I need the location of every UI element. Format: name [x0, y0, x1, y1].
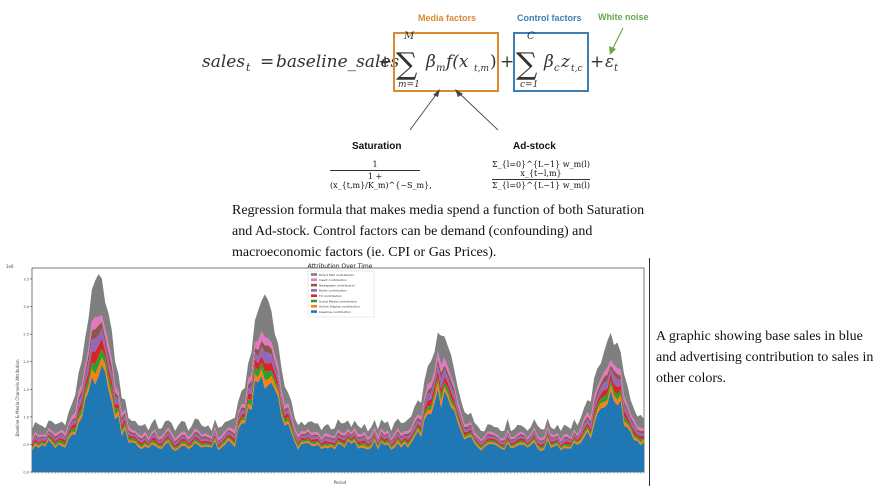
control-beta: β: [543, 52, 554, 72]
formula-arrows: [409, 89, 499, 131]
white-noise-arrow-icon: [609, 27, 624, 55]
control-factors-box: [513, 32, 589, 92]
media-sum-bottom: m=1: [398, 80, 420, 90]
chart-ytick-label: 1.0: [23, 415, 29, 419]
legend-swatch: [311, 305, 317, 308]
legend-swatch: [311, 299, 317, 303]
adstock-denominator: Σ_{l=0}^{L−1} w_m(l): [492, 181, 590, 190]
saturation-numerator: 1: [372, 160, 378, 169]
media-sum-top: M: [403, 31, 415, 42]
media-factors-box: [393, 32, 499, 92]
chart-ytick-label: 1.5: [23, 388, 29, 392]
control-sum-top: C: [527, 31, 535, 42]
formula-equals: =: [260, 52, 274, 72]
chart-ytick-label: 0.5: [23, 443, 29, 447]
legend-swatch: [311, 273, 317, 276]
legend-label: Social Media contribution: [319, 299, 357, 303]
chart-ytick-label: 0.0: [23, 471, 29, 475]
media-beta-sub: m: [436, 63, 445, 74]
adstock-arrow-line: [457, 91, 499, 131]
attribution-chart: Attribution Over Time 1e6 Baseline & Med…: [6, 263, 645, 485]
formula-lhs-sub: t: [246, 61, 251, 74]
area-insert-contribution: [32, 315, 644, 442]
area-direct-mail-contribution: [32, 273, 644, 440]
chart-ytick-label: 3.0: [23, 305, 29, 309]
chart-ytick-label: 3.5: [23, 278, 29, 282]
media-func-close: ): [490, 52, 497, 72]
caption-graphic: A graphic showing base sales in blue and…: [656, 329, 874, 386]
saturation-label: Saturation: [352, 141, 402, 152]
legend-swatch: [311, 289, 317, 292]
saturation-arrow-line: [409, 91, 439, 131]
area-newspaper-contribution: [32, 321, 644, 444]
chart-ytick-label: 2.5: [23, 333, 29, 337]
white-noise-label: White noise: [598, 12, 649, 22]
chart-legend-box: [307, 270, 375, 318]
legend-swatch: [311, 278, 317, 282]
legend-label: Radio contribution: [319, 289, 347, 293]
chart-title: Attribution Over Time: [308, 263, 373, 270]
caption-regression: Regression formula that makes media spen…: [232, 203, 645, 260]
legend-label: Direct Mail contribution: [319, 273, 354, 277]
adstock-formula: Σ_{l=0}^{L−1} w_m(l) x_{t−l,m} Σ_{l=0}^{…: [492, 160, 590, 190]
saturation-denominator: 1 + (x_{t,m}/K_m)^{−S_m},: [330, 172, 432, 190]
control-sum-bottom: c=1: [520, 80, 538, 90]
formula-plus-3: +: [590, 52, 604, 72]
control-z: z: [560, 52, 571, 72]
media-func: f(x: [444, 52, 469, 72]
area-baseline-contribution: [32, 364, 644, 472]
legend-swatch: [311, 294, 317, 297]
legend-label: Newspaper contribution: [319, 283, 355, 287]
noise-term: ε: [605, 52, 614, 72]
control-z-sub: t,c: [571, 64, 583, 74]
area-radio-contribution: [32, 328, 644, 446]
legend-label: TV contribution: [318, 294, 342, 298]
formula-lhs: sales: [202, 52, 245, 72]
legend-swatch: [311, 283, 317, 287]
formula-plus-2: +: [500, 52, 514, 72]
legend-label: baseline contribution: [319, 310, 351, 314]
saturation-fraction-bar: [330, 170, 420, 171]
legend-label: Online Display contribution: [319, 305, 360, 309]
adstock-fraction-bar: [492, 179, 590, 180]
formula-baseline: baseline_sales: [276, 52, 400, 72]
adstock-arrow-icon: [455, 89, 463, 97]
media-sum-symbol: ∑: [396, 47, 418, 82]
legend-label: Insert contribution: [319, 278, 347, 282]
legend-swatch: [311, 310, 317, 313]
chart-ylabel: Baseline & Media Channels Attribution: [15, 359, 20, 436]
adstock-numerator: Σ_{l=0}^{L−1} w_m(l) x_{t−l,m}: [492, 160, 590, 178]
media-func-sub: t,m: [474, 64, 489, 74]
chart-scale-note: 1e6: [6, 264, 14, 269]
control-beta-sub: c: [554, 63, 560, 74]
chart-xlabel: Period: [334, 480, 347, 485]
media-factors-label: Media factors: [418, 13, 477, 23]
saturation-formula: 1 1 + (x_{t,m}/K_m)^{−S_m},: [330, 160, 432, 190]
chart-ytick-label: 2.0: [23, 360, 29, 364]
saturation-arrow-icon: [433, 89, 440, 97]
control-factors-label: Control factors: [517, 13, 582, 23]
attribution-chart-frame: Attribution Over Time 1e6 Baseline & Med…: [2, 258, 650, 486]
noise-sub: t: [614, 63, 619, 74]
media-beta: β: [425, 52, 436, 72]
adstock-label: Ad-stock: [513, 141, 556, 152]
regression-formula: sales t = baseline_sales + M ∑ m=1 β m f…: [202, 31, 619, 92]
formula-plus-1: +: [378, 52, 392, 72]
control-sum-symbol: ∑: [516, 47, 538, 82]
